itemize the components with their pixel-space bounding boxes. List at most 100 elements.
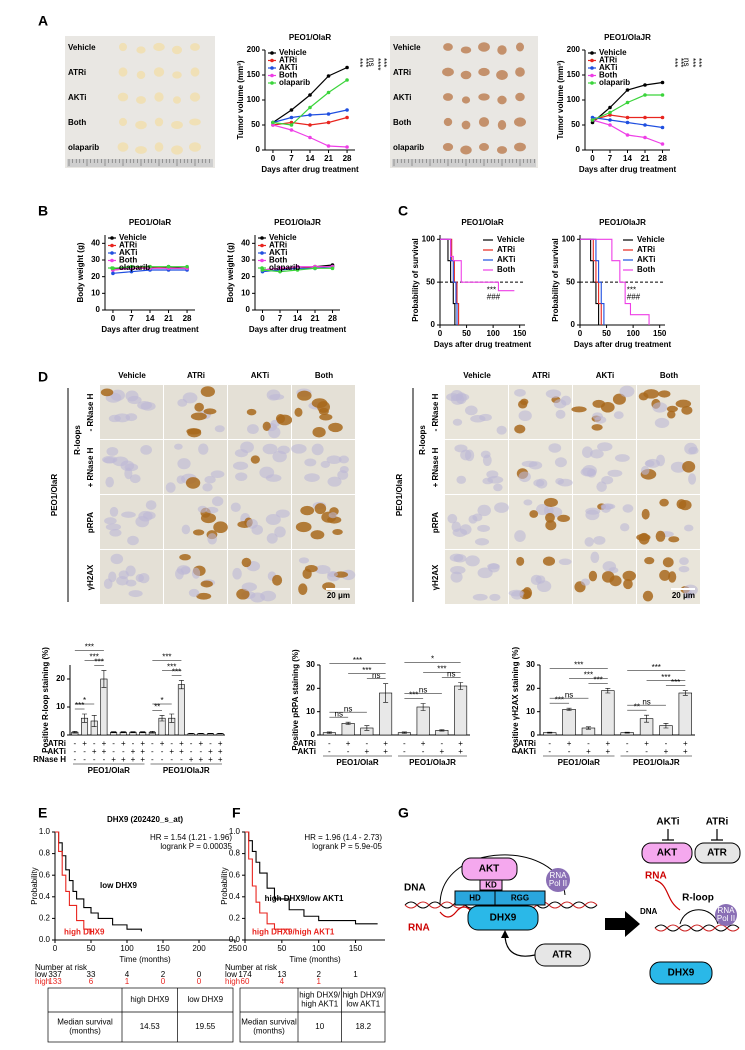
condition: + (458, 747, 463, 756)
point (271, 120, 275, 125)
significance: *** (85, 643, 94, 652)
nucleus (609, 575, 622, 587)
nucleus (268, 426, 281, 439)
x-tick-label: 0 (590, 154, 595, 163)
condition: + (383, 747, 388, 756)
legend-marker (270, 51, 274, 55)
chart-title: PEO1/OlaR (461, 218, 503, 227)
nucleus (486, 470, 499, 479)
akt-label: AKT (657, 848, 678, 859)
condition: - (151, 739, 154, 748)
nucleus (555, 409, 566, 419)
nucleus (198, 443, 209, 455)
x-tick-label: 21 (641, 154, 650, 163)
y-tick-label: 20 (526, 683, 535, 692)
condition: + (140, 755, 145, 764)
y-tick-label: 10 (241, 288, 250, 297)
nucleus (654, 417, 670, 429)
legend-label: ATRi (497, 245, 515, 254)
nucleus (259, 466, 275, 479)
nucleus (678, 500, 692, 511)
point (278, 266, 282, 271)
nucleus (666, 405, 678, 413)
significance: ns (642, 697, 650, 706)
y-tick-label: 0.0 (229, 935, 241, 944)
legend-marker (110, 251, 114, 255)
significance: *** (627, 285, 636, 294)
legend-marker (270, 81, 274, 85)
chart-title: PEO1/OlaR (289, 33, 331, 42)
photo-label: Both (393, 118, 411, 127)
y-tick-label: 150 (247, 70, 261, 79)
significance: *** (361, 58, 370, 67)
nucleus (181, 524, 191, 535)
nucleus (262, 443, 278, 455)
nucleus (241, 582, 257, 592)
tumor (442, 142, 454, 152)
nucleus (298, 583, 308, 595)
significance: *** (353, 656, 362, 665)
nucleus (535, 575, 546, 584)
nucleus (472, 593, 488, 601)
point (625, 115, 630, 120)
nucleus (682, 460, 696, 473)
point (608, 105, 612, 110)
y-tick-label: 10 (526, 707, 535, 716)
point (326, 90, 331, 95)
row-label: γH2AX (431, 564, 440, 590)
nucleus (590, 551, 600, 564)
tumor (190, 67, 200, 77)
point (278, 269, 282, 274)
condition: + (440, 747, 445, 756)
column-header: AKTi (596, 371, 615, 380)
y-tick-label: 0 (256, 145, 261, 154)
legend-label: Both (269, 256, 287, 265)
nucleus (276, 414, 293, 426)
nucleus (269, 393, 285, 401)
tumor (442, 93, 454, 101)
nucleus (317, 401, 330, 413)
nucleus (494, 502, 509, 513)
photo-label: AKTi (68, 93, 87, 102)
nucleus (319, 413, 333, 421)
diagram-left: DNA RNA AKT KD HD RGG DHX9 RNA Pol II AT… (404, 854, 598, 967)
nucleus (589, 449, 604, 459)
condition: + (140, 739, 145, 748)
condition: + (383, 739, 388, 748)
legend-marker (110, 236, 114, 240)
risk-value: 60 (241, 977, 250, 986)
condition: + (644, 739, 649, 748)
nucleus (109, 528, 122, 537)
nucleus (470, 414, 486, 423)
error-bar (149, 731, 155, 734)
significance: *** (437, 665, 446, 674)
legend-label: AKTi (637, 255, 656, 264)
panel-letter: A (38, 13, 48, 29)
error-bar (326, 731, 332, 734)
nucleus (120, 460, 135, 471)
table-header: high DHX9/ (343, 991, 385, 1000)
rna-label: RNA (645, 871, 667, 882)
nucleus (232, 567, 242, 580)
condition: + (683, 739, 688, 748)
significance: **** (373, 58, 382, 70)
tumor (496, 70, 508, 80)
x-tick-label: 0 (53, 944, 58, 953)
error-bar (364, 725, 370, 731)
nucleus (464, 405, 478, 416)
point (345, 65, 349, 70)
survival-curve (580, 238, 602, 325)
tumor (189, 118, 201, 126)
row-label: pRPA (86, 512, 95, 533)
point (660, 125, 665, 130)
significance: *** (355, 58, 364, 67)
y-tick-label: 10 (56, 702, 65, 711)
significance: ns (447, 670, 455, 679)
nucleus (275, 509, 290, 518)
photo-label: ATRi (393, 68, 411, 77)
point (643, 115, 647, 120)
nucleus (560, 395, 572, 406)
legend-label: ATRi (599, 56, 617, 65)
error-bar (566, 707, 572, 711)
nucleus (180, 566, 191, 574)
